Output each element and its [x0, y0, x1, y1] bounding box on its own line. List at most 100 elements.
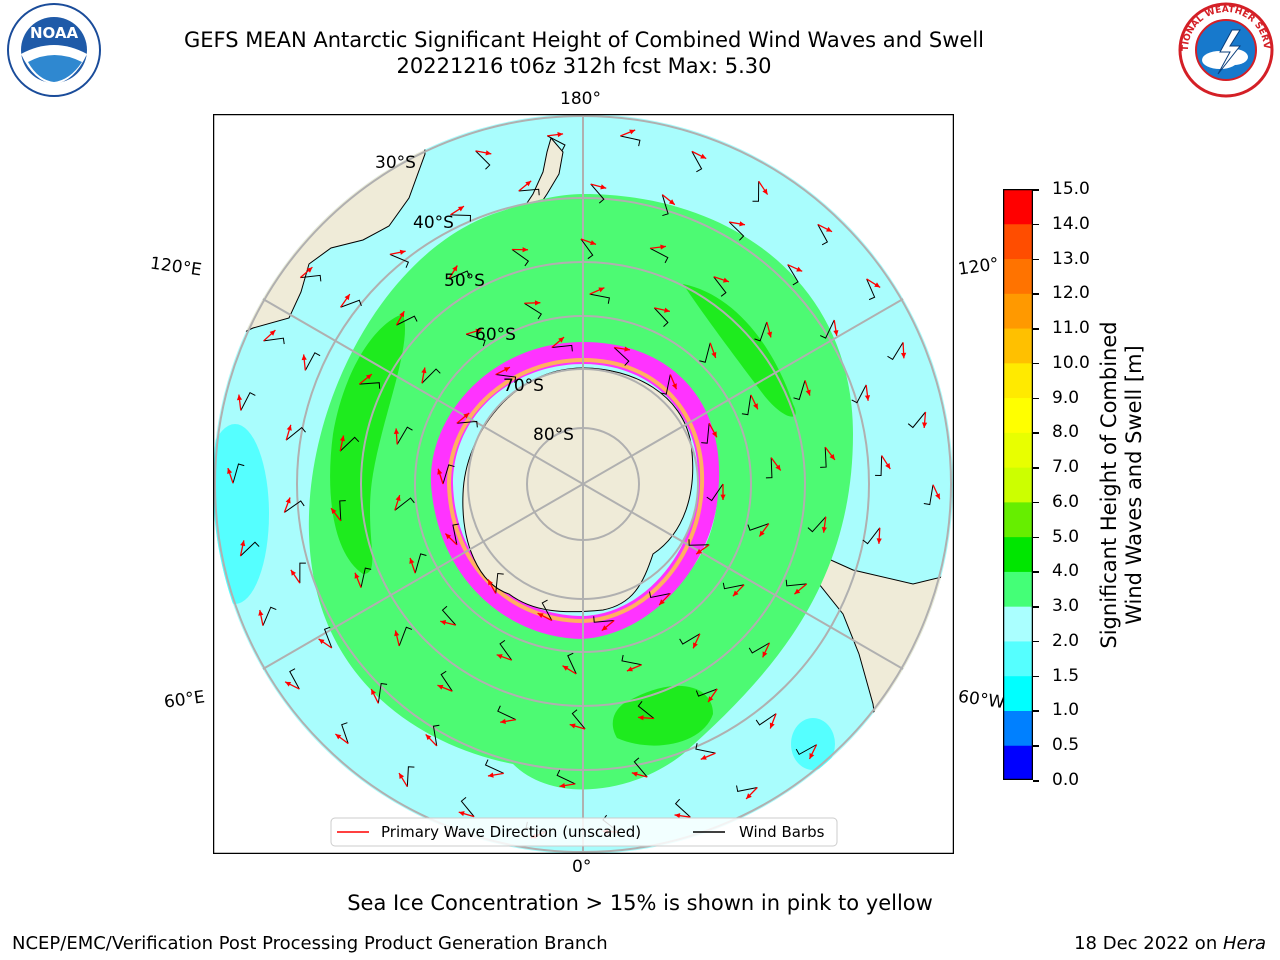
wave-arrow-head	[660, 244, 666, 250]
colorbar-band	[1003, 675, 1033, 711]
wind-barb	[497, 705, 517, 721]
wind-barb	[887, 342, 904, 361]
wave-arrow-head	[393, 428, 400, 435]
wind-barb	[495, 374, 517, 384]
wind-barb	[741, 394, 752, 416]
credit-text: NCEP/EMC/Verification Post Processing Pr…	[12, 933, 608, 954]
colorbar-tick-label: 0.0	[1052, 770, 1080, 790]
wind-barb	[284, 500, 305, 513]
wave-arrow-head	[399, 773, 405, 780]
wave-arrow-head	[236, 394, 243, 401]
colorbar-tick-mark	[1033, 640, 1039, 643]
wind-barb	[341, 722, 349, 744]
wind-barb	[285, 426, 306, 441]
wind-barb	[923, 484, 934, 506]
colorbar-tick-mark	[1033, 606, 1039, 608]
wave-arrow-head	[600, 184, 607, 190]
noaa-logo: NOAA	[7, 3, 101, 97]
wave-arrow-head	[395, 495, 401, 502]
colorbar-band	[1003, 397, 1033, 433]
wave-arrow-head	[500, 718, 506, 724]
colorbar-tick-label: 14.0	[1052, 213, 1090, 234]
wave-band-3-4m	[308, 194, 854, 790]
lon-label-120e: 120°E	[148, 253, 203, 281]
colorbar-tick-label: 6.0	[1052, 491, 1080, 512]
wave-arrow-head	[475, 328, 482, 334]
wind-barb	[567, 652, 577, 675]
legend-wave-label: Primary Wave Direction (unscaled)	[381, 823, 641, 841]
wave-arrow-head	[759, 530, 765, 537]
wind-barb	[240, 392, 256, 411]
wave-arrow-head	[421, 367, 427, 374]
colorbar-tick-mark	[1033, 397, 1039, 400]
wave-arrow-head	[720, 494, 726, 500]
wave-arrow-head	[711, 351, 717, 358]
wave-arrow-head	[569, 723, 576, 729]
wind-barb	[787, 264, 799, 286]
wave-arrow-head	[258, 609, 264, 616]
wave-arrow-head	[922, 422, 928, 428]
wind-barb	[460, 796, 475, 817]
lat-label-30s: 30°S	[375, 153, 416, 173]
wave-arrow-head	[696, 548, 703, 555]
wind-barb	[232, 463, 245, 484]
wave-arrow-head	[901, 352, 907, 359]
wind-barb	[475, 150, 491, 170]
wave-arrow-head	[399, 249, 406, 255]
wind-barb	[674, 798, 691, 818]
wind-barb	[499, 639, 513, 661]
wave-arrow-head	[766, 331, 773, 338]
wave-arrow-head	[331, 508, 337, 515]
wind-barb	[633, 757, 648, 778]
chart-title: GEFS MEAN Antarctic Significant Height o…	[183, 28, 985, 52]
wave-arrow-head	[885, 463, 891, 470]
colorbar-band	[1003, 432, 1033, 468]
colorbar-tick-label: 15.0	[1052, 179, 1090, 199]
wind-barb	[593, 616, 615, 623]
colorbar-tick-mark	[1033, 432, 1039, 434]
wind-barb	[653, 307, 669, 327]
lon-label-60w: 60°W	[956, 686, 1007, 714]
wind-barb	[621, 654, 642, 666]
wind-barb	[701, 423, 710, 444]
wave-arrow-head	[558, 337, 565, 343]
wind-barb	[580, 238, 594, 260]
wave-arrow-head	[668, 199, 675, 205]
wind-barb	[339, 500, 346, 521]
wave-arrow-head	[833, 330, 839, 336]
wave-arrow-head	[762, 188, 768, 195]
wind-barb	[661, 194, 669, 217]
date-prefix: 18 Dec 2022 on	[1074, 933, 1223, 954]
colorbar-tick-mark	[1033, 189, 1039, 191]
wind-barb	[414, 553, 427, 574]
colorbar-tick-mark	[1033, 328, 1039, 330]
wave-arrow-head	[876, 538, 882, 544]
wind-barb	[263, 337, 285, 345]
wind-barb	[289, 668, 300, 690]
wind-barb	[851, 384, 867, 404]
wave-arrow-head	[664, 307, 670, 313]
colorbar-tick-label: 8.0	[1052, 422, 1080, 443]
machine-name: Hera	[1222, 933, 1266, 954]
map-legend: Primary Wave Direction (unscaled) Wind B…	[330, 817, 838, 847]
colorbar-band	[1003, 501, 1033, 538]
wave-arrow-head	[425, 734, 432, 741]
wind-barb	[695, 743, 716, 754]
wave-arrow-head	[286, 424, 292, 431]
wind-barb	[495, 573, 504, 594]
wave-arrow-head	[693, 642, 698, 649]
wave-arrow-head	[629, 129, 636, 135]
wind-barb	[398, 626, 413, 647]
wind-barb	[695, 688, 718, 697]
wave-arrow-head	[659, 599, 665, 605]
wave-arrow-head	[626, 666, 633, 672]
colorbar-band	[1003, 710, 1033, 746]
colorbar-band	[1003, 189, 1033, 225]
wind-barb	[728, 221, 745, 241]
wind-barb	[613, 347, 630, 366]
wind-barb	[299, 562, 306, 584]
colorbar-band	[1003, 571, 1033, 607]
colorbar-band	[1003, 362, 1033, 399]
wave-arrow-head	[399, 311, 405, 318]
wind-barb	[518, 188, 540, 196]
